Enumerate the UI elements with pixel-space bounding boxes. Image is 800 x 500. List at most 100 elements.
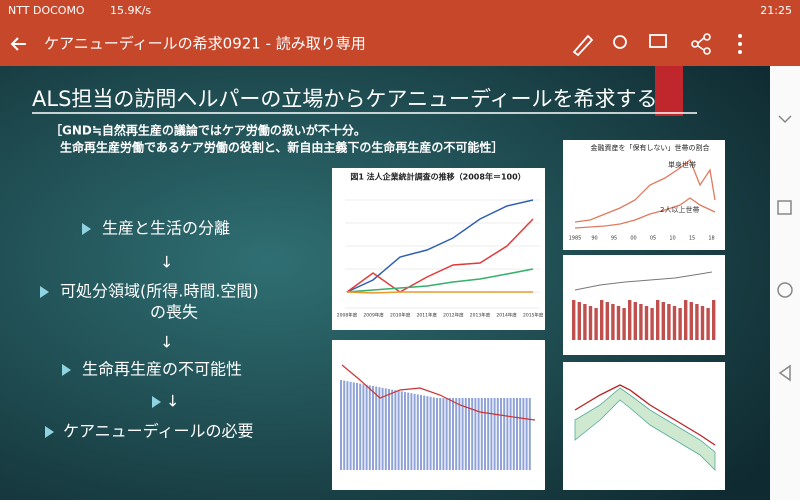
flow-step: 生命再生産の不可能性 — [82, 360, 242, 379]
bar — [522, 398, 525, 470]
bar — [378, 387, 381, 470]
figure-lines — [341, 364, 536, 421]
figure-image — [563, 255, 725, 355]
bar — [413, 393, 416, 470]
subtitle-line: ［GND≒自然再生産の議論ではケア労働の扱いが不十分。 — [50, 123, 366, 138]
bar — [356, 383, 358, 470]
x-label: 95 — [611, 236, 617, 242]
bar — [474, 398, 477, 470]
bar — [372, 386, 374, 470]
bar — [639, 304, 643, 340]
bar — [346, 381, 349, 470]
bar — [439, 398, 442, 470]
bar — [605, 302, 609, 340]
bar — [611, 304, 615, 340]
bar — [388, 389, 390, 470]
figure-area — [574, 387, 716, 471]
bar — [493, 398, 496, 470]
bar — [455, 398, 458, 470]
bar — [397, 390, 400, 470]
figure-bars — [572, 300, 716, 340]
clock: 21:25 — [760, 4, 792, 17]
flow-arrow: ↓ — [166, 392, 179, 411]
bar — [633, 302, 637, 340]
bar — [458, 398, 461, 470]
bar — [464, 398, 467, 470]
bar — [426, 396, 429, 470]
bar — [448, 398, 451, 470]
bar — [452, 398, 454, 470]
home-button[interactable] — [777, 282, 793, 298]
flow-step: ケアニューディールの必要 — [63, 422, 254, 441]
bar — [616, 306, 621, 340]
bar — [461, 398, 464, 470]
flow-arrow: ↓ — [160, 333, 173, 352]
back-button[interactable] — [10, 37, 26, 51]
bar — [509, 398, 512, 470]
bar — [525, 398, 528, 470]
menu-button[interactable] — [738, 34, 742, 54]
series-label: 2人以上世帯 — [660, 205, 699, 214]
bar — [516, 398, 518, 470]
flow-step: 可処分領域(所得.時間.空間) — [60, 282, 259, 301]
bar — [400, 391, 403, 470]
figure-title: 金融資産を「保有しない」世帯の割合 — [591, 143, 710, 152]
collapse-button[interactable] — [778, 115, 792, 124]
bar — [700, 306, 705, 340]
x-label: 90 — [591, 236, 597, 242]
x-label: 15 — [689, 236, 695, 242]
bar — [503, 398, 506, 470]
bar — [423, 395, 426, 470]
x-label: 2009年度 — [363, 312, 384, 319]
bar — [404, 392, 406, 470]
bar — [656, 300, 660, 340]
flow-arrow: ↓ — [160, 253, 173, 272]
carrier: NTT DOCOMO — [8, 4, 85, 17]
bar — [572, 300, 576, 340]
bar — [600, 300, 604, 340]
bar — [684, 300, 688, 340]
bar — [628, 300, 632, 340]
bar — [644, 306, 649, 340]
nav-back-button[interactable] — [778, 364, 791, 382]
bar — [490, 398, 493, 470]
bar — [706, 308, 710, 340]
series-label: 単身世帯 — [668, 160, 696, 169]
bar — [416, 394, 419, 470]
bar — [667, 304, 671, 340]
present-button[interactable] — [649, 34, 667, 48]
document-title: ケアニューディールの希求0921 - 読み取り専用 — [44, 35, 366, 53]
search-button[interactable] — [613, 35, 627, 49]
x-label: 2014年度 — [496, 312, 517, 319]
x-label: 10 — [669, 236, 675, 242]
x-label: 18 — [708, 236, 714, 242]
bar — [588, 306, 593, 340]
edit-button[interactable] — [572, 34, 594, 57]
bar — [445, 398, 448, 470]
bar — [583, 304, 587, 340]
bar — [365, 384, 368, 470]
bar — [343, 380, 346, 470]
figure-lines — [574, 197, 716, 229]
flow-step: 生産と生活の分離 — [102, 219, 230, 238]
accent-block — [655, 66, 683, 116]
bar — [622, 308, 626, 340]
figure-title: 図1 法人企業統計調査の推移（2008年＝100） — [350, 172, 525, 182]
x-label: 2013年度 — [470, 312, 491, 319]
bullets — [40, 223, 161, 438]
bar — [712, 300, 716, 340]
bar — [429, 396, 432, 470]
bar — [695, 304, 699, 340]
share-button[interactable] — [691, 33, 711, 55]
bar — [381, 387, 384, 470]
bar — [650, 308, 654, 340]
recents-button[interactable] — [777, 200, 792, 215]
x-label: 2012年度 — [443, 312, 464, 319]
x-label: 2015年度 — [523, 312, 544, 319]
bar — [689, 302, 693, 340]
bar — [471, 398, 474, 470]
bar — [528, 398, 531, 470]
bar — [352, 382, 355, 470]
bar — [487, 398, 490, 470]
